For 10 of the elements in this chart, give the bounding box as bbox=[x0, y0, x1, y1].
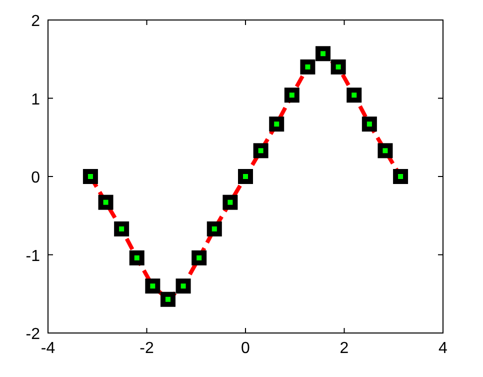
x-tick-label: -2 bbox=[140, 340, 154, 357]
x-tick-label: -4 bbox=[40, 340, 56, 357]
y-tick-label: -2 bbox=[26, 326, 40, 343]
x-tick-label: 2 bbox=[340, 340, 349, 357]
y-tick-label: 0 bbox=[31, 170, 40, 186]
y-tick-label: -1 bbox=[26, 248, 40, 265]
y-tick-label: 1 bbox=[31, 91, 40, 108]
y-tick-label: 2 bbox=[31, 13, 40, 30]
x-tick-label: 0 bbox=[241, 340, 250, 357]
x-tick-label: 4 bbox=[438, 340, 448, 357]
